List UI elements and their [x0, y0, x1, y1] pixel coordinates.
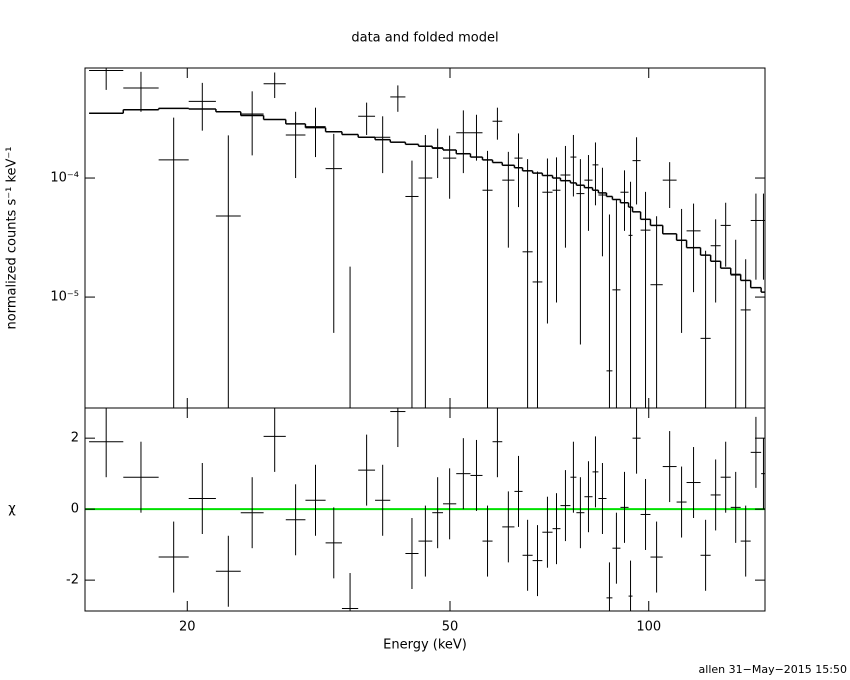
y-tick-label: -2 [66, 573, 79, 588]
x-axis-label: Energy (keV) [383, 638, 467, 653]
y-tick-label: 10⁻⁴ [50, 171, 79, 186]
y-axis-label: normalized counts s⁻¹ keV⁻¹ [5, 147, 20, 330]
panel-residuals [85, 408, 765, 611]
x-tick-label: 100 [636, 620, 661, 635]
x-tick-label: 50 [442, 620, 459, 635]
x-tick-label: 20 [179, 620, 196, 635]
footer: allen 31−May−2015 15:50 [699, 663, 847, 676]
y-tick-label: 10⁻⁵ [50, 290, 79, 305]
chart-title: data and folded model [351, 31, 498, 46]
y-tick-label: 0 [71, 502, 79, 517]
y-tick-label: 2 [71, 431, 79, 446]
axes: 10⁻⁴ 10⁻⁵ -2 0 2 20 50 100 [50, 67, 766, 635]
panel-data [89, 68, 765, 408]
y-axis-label: χ [8, 502, 16, 517]
